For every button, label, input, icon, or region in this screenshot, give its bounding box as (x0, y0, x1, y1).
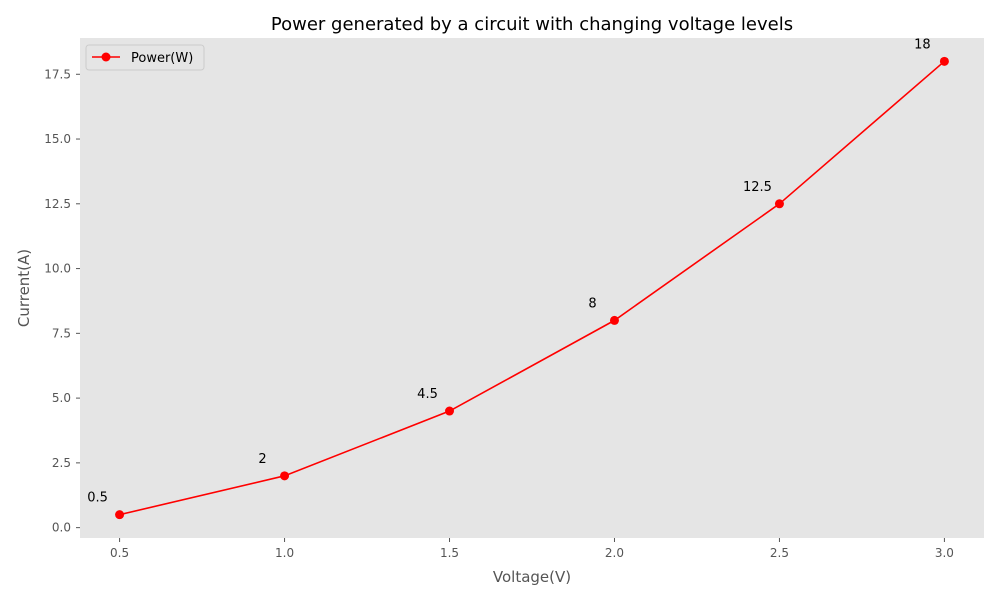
legend: Power(W) (85, 44, 205, 71)
y-tick-label: 15.0 (44, 132, 71, 146)
y-tick-label: 7.5 (52, 326, 71, 340)
data-point (939, 56, 949, 66)
data-point (280, 471, 290, 481)
data-label: 12.5 (743, 180, 772, 195)
x-tick-label: 1.0 (275, 546, 294, 560)
y-axis-label: Current(A) (15, 249, 33, 327)
y-tick-label: 17.5 (44, 67, 71, 81)
series-line (119, 60, 945, 516)
data-point (115, 510, 125, 520)
x-tick-label: 2.5 (770, 546, 789, 560)
legend-marker-swatch (101, 52, 111, 62)
data-point (774, 199, 784, 209)
x-tick-label: 3.0 (935, 546, 954, 560)
data-point (609, 315, 619, 325)
data-label: 18 (914, 37, 931, 52)
series-group (115, 56, 949, 520)
data-labels: 0.5 2 4.5 8 12.5 18 (87, 37, 930, 505)
y-tick-label: 12.5 (44, 197, 71, 211)
x-tick-label: 0.5 (110, 546, 129, 560)
data-label: 4.5 (417, 387, 438, 402)
y-tick-label: 5.0 (52, 391, 71, 405)
y-tick-label: 0.0 (52, 521, 71, 535)
chart-title: Power generated by a circuit with changi… (271, 14, 793, 35)
y-tick-label: 2.5 (52, 456, 71, 470)
data-label: 2 (258, 452, 266, 467)
data-label: 8 (588, 296, 596, 311)
legend-box (85, 44, 205, 71)
x-tick-label: 2.0 (605, 546, 624, 560)
x-axis: 0.5 1.0 1.5 2.0 2.5 3.0 (110, 538, 954, 560)
x-axis-label: Voltage(V) (493, 568, 571, 586)
y-tick-label: 10.0 (44, 262, 71, 276)
legend-label: Power(W) (131, 51, 193, 66)
x-tick-label: 1.5 (440, 546, 459, 560)
plot-area (80, 38, 984, 538)
data-label: 0.5 (87, 491, 108, 506)
y-axis: 0.0 2.5 5.0 7.5 10.0 12.5 15.0 17.5 (44, 67, 80, 535)
data-point (445, 406, 455, 416)
